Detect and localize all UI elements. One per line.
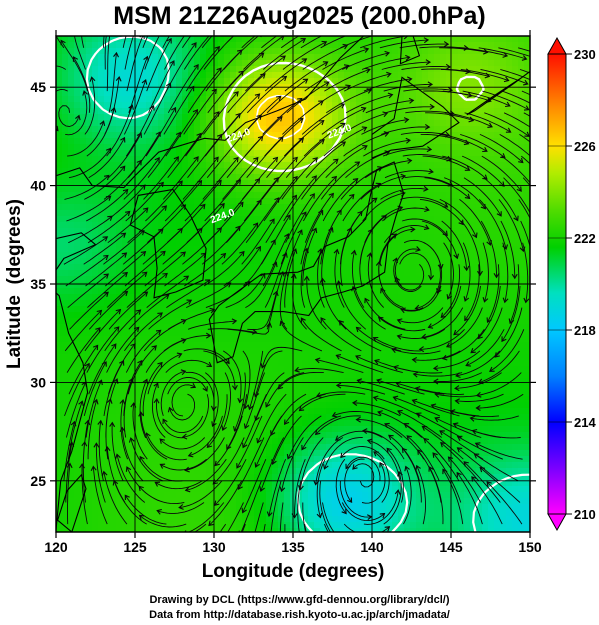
colorbar-tick-label: 218 (574, 323, 596, 338)
colorbar-ticks: 210 214 218 222 226 230 (548, 47, 596, 522)
x-tick-label: 125 (123, 539, 147, 555)
y-tick-label: 45 (30, 79, 46, 95)
colorbar-tick-label: 222 (574, 231, 596, 246)
coastlines (56, 36, 530, 532)
colorbar-top-arrow (547, 36, 567, 55)
y-tick-label: 40 (30, 178, 46, 194)
colorbar-tick-label: 226 (574, 139, 596, 154)
streamline-arrowheads (56, 36, 530, 532)
y-tick-label: 35 (30, 276, 46, 292)
x-tick-label: 145 (439, 539, 463, 555)
x-tick-label: 135 (281, 539, 305, 555)
wind-streamlines (56, 36, 530, 532)
colorbar-tick-label: 210 (574, 507, 596, 522)
x-axis-ticks: 120 125 130 135 140 145 150 (44, 30, 542, 555)
colorbar-bottom-arrow (547, 513, 567, 532)
colorbar: 210 214 218 222 226 230 (547, 36, 596, 532)
x-tick-label: 150 (518, 539, 542, 555)
credit-drawing: Drawing by DCL (https://www.gfd-dennou.o… (149, 594, 450, 606)
x-tick-label: 130 (202, 539, 226, 555)
colorbar-tick-label: 230 (574, 47, 596, 62)
colorbar-tick-label: 214 (574, 415, 596, 430)
grid-lines (56, 36, 530, 532)
contour-224 (222, 61, 485, 173)
credit-data: Data from http://database.rish.kyoto-u.a… (149, 609, 450, 621)
chart-title: MSM 21Z26Aug2025 (200.0hPa) (113, 2, 486, 30)
credits: Drawing by DCL (https://www.gfd-dennou.o… (0, 593, 599, 623)
x-tick-label: 140 (360, 539, 384, 555)
coastline-path (56, 36, 530, 532)
y-tick-label: 30 (30, 374, 46, 390)
x-axis-label: Longitude (degrees) (202, 561, 385, 582)
colorbar-gradient (547, 53, 567, 515)
y-axis-ticks: 25 30 35 40 45 (30, 79, 536, 489)
y-tick-label: 25 (30, 473, 46, 489)
x-tick-label: 120 (44, 539, 68, 555)
y-axis-label: Latitude (degrees) (4, 199, 25, 369)
